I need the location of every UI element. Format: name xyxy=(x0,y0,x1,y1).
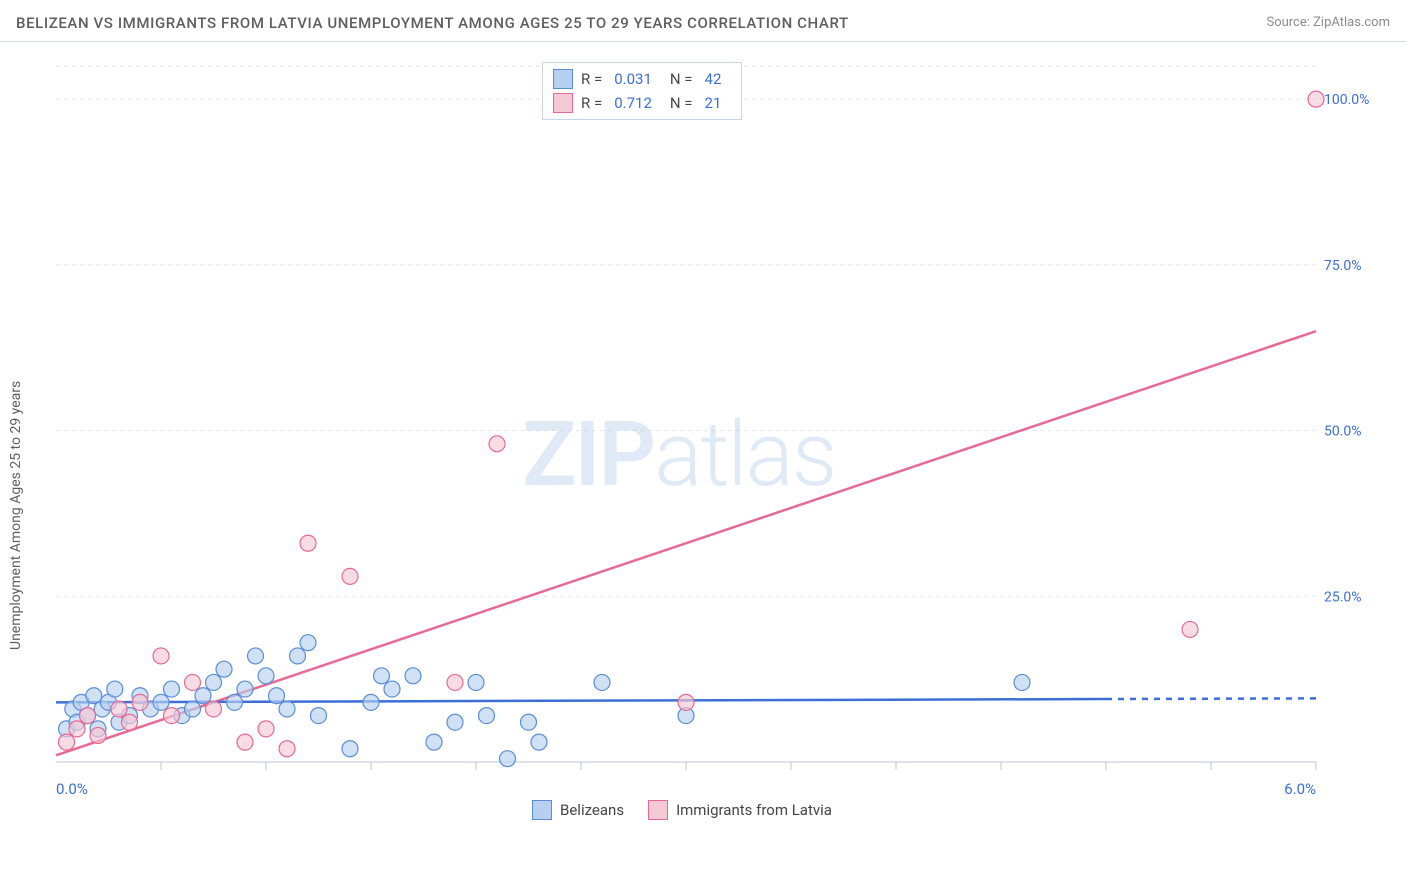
title-bar: BELIZEAN VS IMMIGRANTS FROM LATVIA UNEMP… xyxy=(0,0,1406,42)
chart-title: BELIZEAN VS IMMIGRANTS FROM LATVIA UNEMP… xyxy=(16,14,849,32)
r-label: R = xyxy=(581,94,602,112)
legend-item: Immigrants from Latvia xyxy=(648,800,832,820)
legend-label-1: Immigrants from Latvia xyxy=(676,801,832,819)
r-value-0: 0.031 xyxy=(614,70,652,88)
plot-svg: 25.0% 50.0% 75.0% 100.0% 0.0% 6.0% xyxy=(52,62,1376,822)
legend-label-0: Belizeans xyxy=(560,801,624,819)
stats-legend-row: R = 0.031 N = 42 xyxy=(553,67,731,91)
swatch-series-1 xyxy=(648,800,668,820)
y-axis-label: Unemployment Among Ages 25 to 29 years xyxy=(8,381,24,650)
n-value-1: 21 xyxy=(705,94,722,112)
source-attribution: Source: ZipAtlas.com xyxy=(1266,15,1390,30)
legend-item: Belizeans xyxy=(532,800,624,820)
n-label: N = xyxy=(670,94,693,112)
svg-text:100.0%: 100.0% xyxy=(1324,92,1369,108)
swatch-series-1 xyxy=(553,93,573,113)
swatch-series-0 xyxy=(532,800,552,820)
svg-text:6.0%: 6.0% xyxy=(1284,780,1316,798)
n-label: N = xyxy=(670,70,693,88)
svg-text:25.0%: 25.0% xyxy=(1324,589,1362,605)
svg-text:50.0%: 50.0% xyxy=(1324,424,1362,440)
r-label: R = xyxy=(581,70,602,88)
r-value-1: 0.712 xyxy=(614,94,652,112)
swatch-series-0 xyxy=(553,69,573,89)
stats-legend-row: R = 0.712 N = 21 xyxy=(553,91,731,115)
scatter-plot: 25.0%50.0%75.0%100.0%0.0%6.0% ZIPatlas R… xyxy=(52,62,1376,822)
stats-legend: R = 0.031 N = 42 R = 0.712 N = 21 xyxy=(542,62,742,120)
svg-text:75.0%: 75.0% xyxy=(1324,258,1362,274)
series-legend: Belizeans Immigrants from Latvia xyxy=(532,800,832,820)
n-value-0: 42 xyxy=(705,70,722,88)
svg-text:0.0%: 0.0% xyxy=(56,780,88,798)
